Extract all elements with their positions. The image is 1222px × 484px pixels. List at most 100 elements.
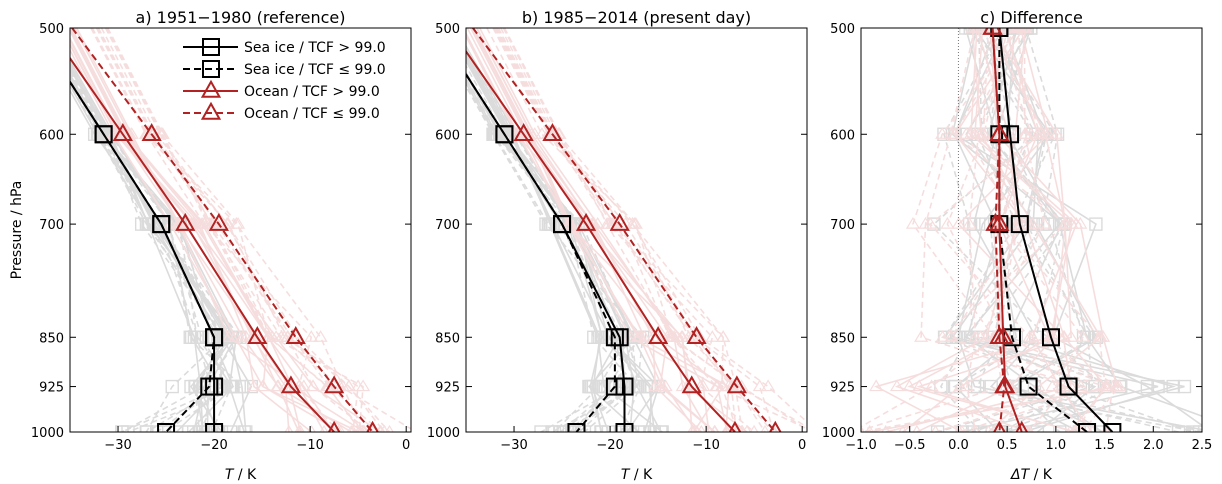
ensemble-marker xyxy=(627,216,642,229)
x-tick-label: 0 xyxy=(798,438,806,453)
ensemble-marker xyxy=(997,28,1011,35)
ensemble-marker xyxy=(561,216,576,229)
ensemble-marker xyxy=(1020,28,1035,35)
ensemble-marker xyxy=(582,379,596,394)
data-point xyxy=(324,375,345,394)
ensemble-marker xyxy=(553,425,567,432)
ensemble-marker xyxy=(974,127,989,139)
ensemble-marker xyxy=(544,127,560,139)
y-tick-label: 925 xyxy=(830,381,855,396)
series-line xyxy=(472,28,777,432)
ensemble-marker xyxy=(196,425,210,432)
data-point xyxy=(989,326,1010,344)
ensemble-marker xyxy=(149,127,164,139)
y-tick-label: 925 xyxy=(39,381,64,396)
ensemble-line xyxy=(466,53,624,432)
ensemble-marker xyxy=(284,424,294,432)
ensemble-marker xyxy=(601,216,616,229)
ensemble-marker xyxy=(140,127,155,139)
ensemble-marker xyxy=(948,379,963,394)
ensemble-line xyxy=(95,28,385,432)
ensemble-marker xyxy=(665,330,680,342)
ensemble-marker xyxy=(1053,425,1067,432)
ensemble-line xyxy=(70,65,227,432)
ensemble-marker xyxy=(169,425,184,432)
data-point xyxy=(205,328,224,347)
ensemble-marker xyxy=(662,330,677,342)
ensemble-marker xyxy=(197,216,212,229)
ensemble-marker xyxy=(992,425,1006,432)
ensemble-line xyxy=(471,28,693,432)
ensemble-marker xyxy=(566,217,581,231)
ensemble-marker xyxy=(1057,330,1072,342)
ensemble-line xyxy=(476,28,698,432)
ensemble-marker xyxy=(749,424,759,432)
ensemble-marker xyxy=(655,379,670,392)
ensemble-marker xyxy=(217,330,231,344)
ensemble-marker xyxy=(1058,216,1073,229)
ensemble-marker xyxy=(1018,28,1033,33)
ensemble-marker xyxy=(244,379,258,394)
ensemble-marker xyxy=(578,216,593,229)
ensemble-marker xyxy=(184,379,198,394)
ensemble-marker xyxy=(1019,28,1033,35)
ensemble-marker xyxy=(1049,127,1064,139)
ensemble-marker xyxy=(1098,379,1114,392)
ensemble-line xyxy=(979,28,1114,432)
ensemble-marker xyxy=(675,379,690,392)
ensemble-line xyxy=(861,28,1020,432)
ensemble-marker xyxy=(1093,330,1108,342)
ensemble-marker xyxy=(1040,127,1056,139)
ensemble-marker xyxy=(1007,127,1022,141)
ensemble-marker xyxy=(346,424,356,432)
ensemble-marker xyxy=(228,330,243,344)
data-point xyxy=(1015,420,1029,432)
ensemble-marker xyxy=(979,330,994,342)
x-tick-label: −20 xyxy=(596,438,623,453)
ensemble-line xyxy=(70,48,360,432)
ensemble-marker xyxy=(961,330,975,344)
ensemble-marker xyxy=(1038,127,1053,139)
ensemble-marker xyxy=(969,28,984,35)
ensemble-marker xyxy=(488,127,502,141)
ensemble-marker xyxy=(224,379,238,394)
ensemble-marker xyxy=(192,425,207,432)
series-line xyxy=(998,28,1088,432)
ensemble-marker xyxy=(539,217,553,231)
ensemble-line xyxy=(943,28,1159,432)
ensemble-marker xyxy=(221,216,236,229)
data-point xyxy=(605,377,624,396)
ensemble-marker xyxy=(139,425,154,432)
ensemble-marker xyxy=(716,330,731,342)
y-tick-label: 1000 xyxy=(822,426,855,441)
ensemble-marker xyxy=(294,424,304,432)
ensemble-marker xyxy=(223,330,238,344)
ensemble-marker xyxy=(190,330,204,344)
ensemble-marker xyxy=(675,330,690,342)
x-tick-label: 1.0 xyxy=(1046,438,1067,453)
ensemble-marker xyxy=(542,127,557,139)
ensemble-marker xyxy=(410,426,422,436)
ensemble-marker xyxy=(709,379,724,392)
ensemble-marker xyxy=(971,424,980,432)
ensemble-marker xyxy=(260,330,275,342)
data-point xyxy=(247,326,268,344)
ensemble-marker xyxy=(1101,424,1111,432)
ensemble-marker xyxy=(935,127,950,139)
ensemble-line xyxy=(466,78,660,432)
plot-area xyxy=(70,28,422,436)
data-point xyxy=(366,420,379,432)
ensemble-marker xyxy=(96,127,111,141)
ensemble-marker xyxy=(716,330,731,342)
ensemble-marker xyxy=(742,424,752,432)
ensemble-marker xyxy=(1085,379,1100,394)
ensemble-marker xyxy=(190,216,205,229)
ensemble-line xyxy=(466,80,637,432)
series-line xyxy=(466,49,736,432)
ensemble-marker xyxy=(210,425,225,432)
ensemble-marker xyxy=(861,425,865,432)
x-axis-unit: / K xyxy=(1029,467,1053,483)
ensemble-line xyxy=(494,28,766,432)
ensemble-marker xyxy=(953,379,968,392)
